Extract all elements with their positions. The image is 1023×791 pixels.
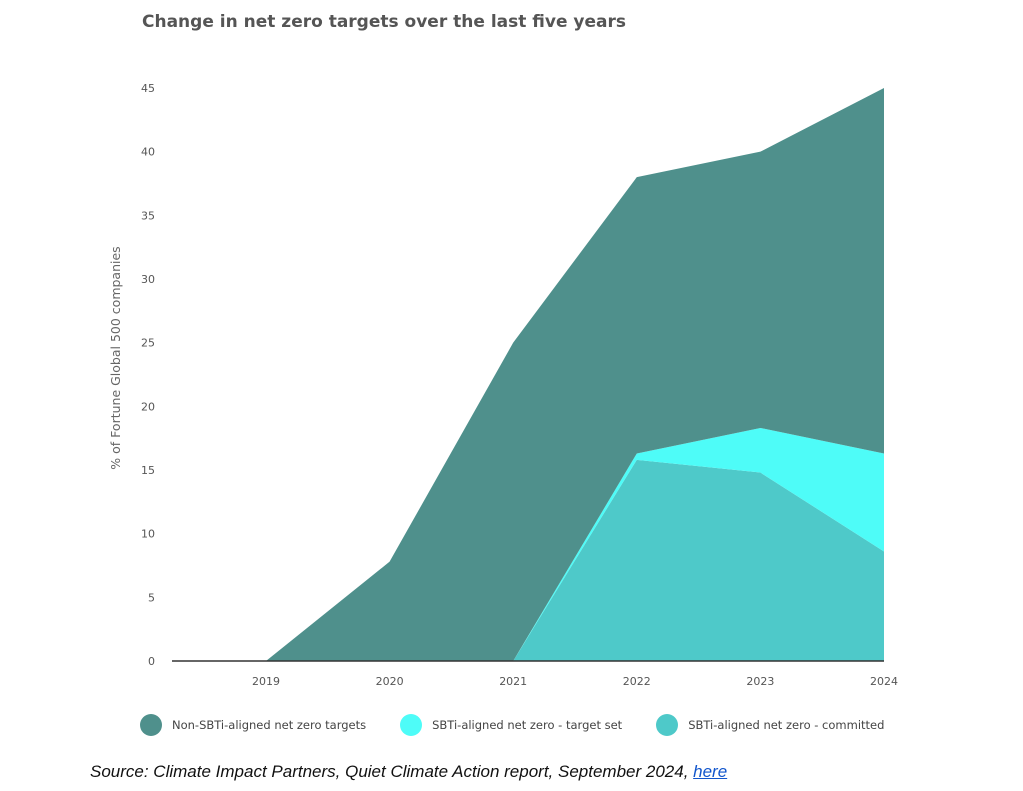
- y-tick-label: 40: [141, 146, 155, 159]
- legend-swatch-non-sbti: [140, 714, 162, 736]
- source-link[interactable]: here: [693, 762, 728, 781]
- legend-label-non-sbti: Non-SBTi-aligned net zero targets: [172, 718, 367, 732]
- legend-swatch-target-set: [400, 714, 423, 736]
- area-series-1: [172, 427, 884, 661]
- y-axis-ticks: 0 5 10 15 20 25 30 35 40 45: [141, 82, 155, 668]
- y-tick-label: 30: [141, 273, 155, 286]
- legend-label-committed: SBTi-aligned net zero - committed: [688, 718, 885, 732]
- y-tick-label: 25: [141, 337, 155, 350]
- x-tick-label: 2024: [870, 675, 898, 688]
- legend-item-non-sbti: Non-SBTi-aligned net zero targets: [140, 714, 366, 736]
- source-text: Source: Climate Impact Partners, Quiet C…: [90, 762, 694, 781]
- chart-title: Change in net zero targets over the last…: [142, 12, 626, 32]
- area-series-2: [172, 88, 884, 661]
- y-tick-label: 0: [148, 655, 155, 668]
- y-tick-label: 10: [141, 528, 155, 541]
- chart-areas: [172, 88, 884, 661]
- legend-label-target-set: SBTi-aligned net zero - target set: [432, 718, 623, 732]
- y-axis-label: % of Fortune Global 500 companies: [108, 246, 123, 469]
- legend-item-target-set: SBTi-aligned net zero - target set: [400, 714, 622, 736]
- y-tick-label: 35: [141, 209, 155, 222]
- legend: Non-SBTi-aligned net zero targets SBTi-a…: [140, 714, 884, 736]
- y-tick-label: 45: [141, 82, 155, 95]
- y-tick-label: 20: [141, 400, 155, 413]
- x-tick-label: 2023: [746, 675, 774, 688]
- y-tick-label: 15: [141, 464, 155, 477]
- legend-item-committed: SBTi-aligned net zero - committed: [656, 714, 884, 736]
- x-tick-label: 2020: [376, 675, 404, 688]
- area-series-0: [172, 459, 884, 661]
- x-tick-label: 2022: [623, 675, 651, 688]
- source-note: Source: Climate Impact Partners, Quiet C…: [90, 762, 727, 782]
- x-tick-label: 2019: [252, 675, 280, 688]
- legend-swatch-committed: [656, 714, 679, 736]
- y-tick-label: 5: [148, 591, 155, 604]
- x-tick-label: 2021: [499, 675, 527, 688]
- x-axis-ticks: 2019 2020 2021 2022 2023 2024: [252, 675, 898, 688]
